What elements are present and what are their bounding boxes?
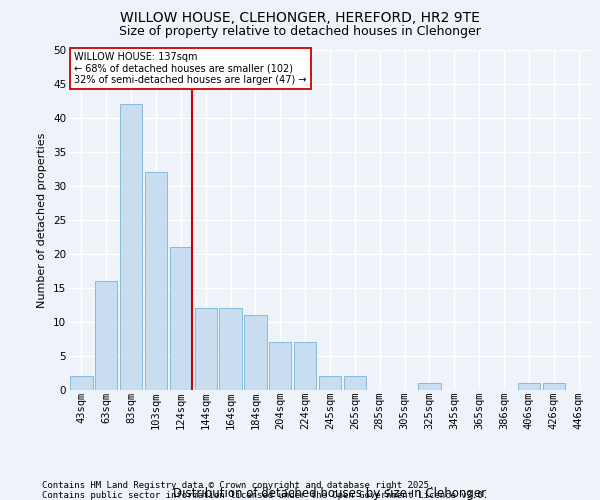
Bar bbox=[220, 308, 242, 390]
Bar bbox=[95, 281, 118, 390]
Y-axis label: Number of detached properties: Number of detached properties bbox=[37, 132, 47, 308]
Bar bbox=[269, 342, 292, 390]
Text: Contains public sector information licensed under the Open Government Licence v3: Contains public sector information licen… bbox=[42, 491, 488, 500]
Bar bbox=[542, 383, 565, 390]
Bar bbox=[418, 383, 440, 390]
Bar bbox=[244, 315, 266, 390]
Text: Size of property relative to detached houses in Clehonger: Size of property relative to detached ho… bbox=[119, 25, 481, 38]
X-axis label: Distribution of detached houses by size in Clehonger: Distribution of detached houses by size … bbox=[173, 487, 487, 500]
Text: Contains HM Land Registry data © Crown copyright and database right 2025.: Contains HM Land Registry data © Crown c… bbox=[42, 481, 434, 490]
Text: WILLOW HOUSE: 137sqm
← 68% of detached houses are smaller (102)
32% of semi-deta: WILLOW HOUSE: 137sqm ← 68% of detached h… bbox=[74, 52, 307, 85]
Bar bbox=[344, 376, 366, 390]
Bar bbox=[294, 342, 316, 390]
Bar bbox=[170, 247, 192, 390]
Bar bbox=[194, 308, 217, 390]
Bar bbox=[70, 376, 92, 390]
Bar bbox=[518, 383, 540, 390]
Bar bbox=[319, 376, 341, 390]
Text: WILLOW HOUSE, CLEHONGER, HEREFORD, HR2 9TE: WILLOW HOUSE, CLEHONGER, HEREFORD, HR2 9… bbox=[120, 12, 480, 26]
Bar bbox=[145, 172, 167, 390]
Bar bbox=[120, 104, 142, 390]
